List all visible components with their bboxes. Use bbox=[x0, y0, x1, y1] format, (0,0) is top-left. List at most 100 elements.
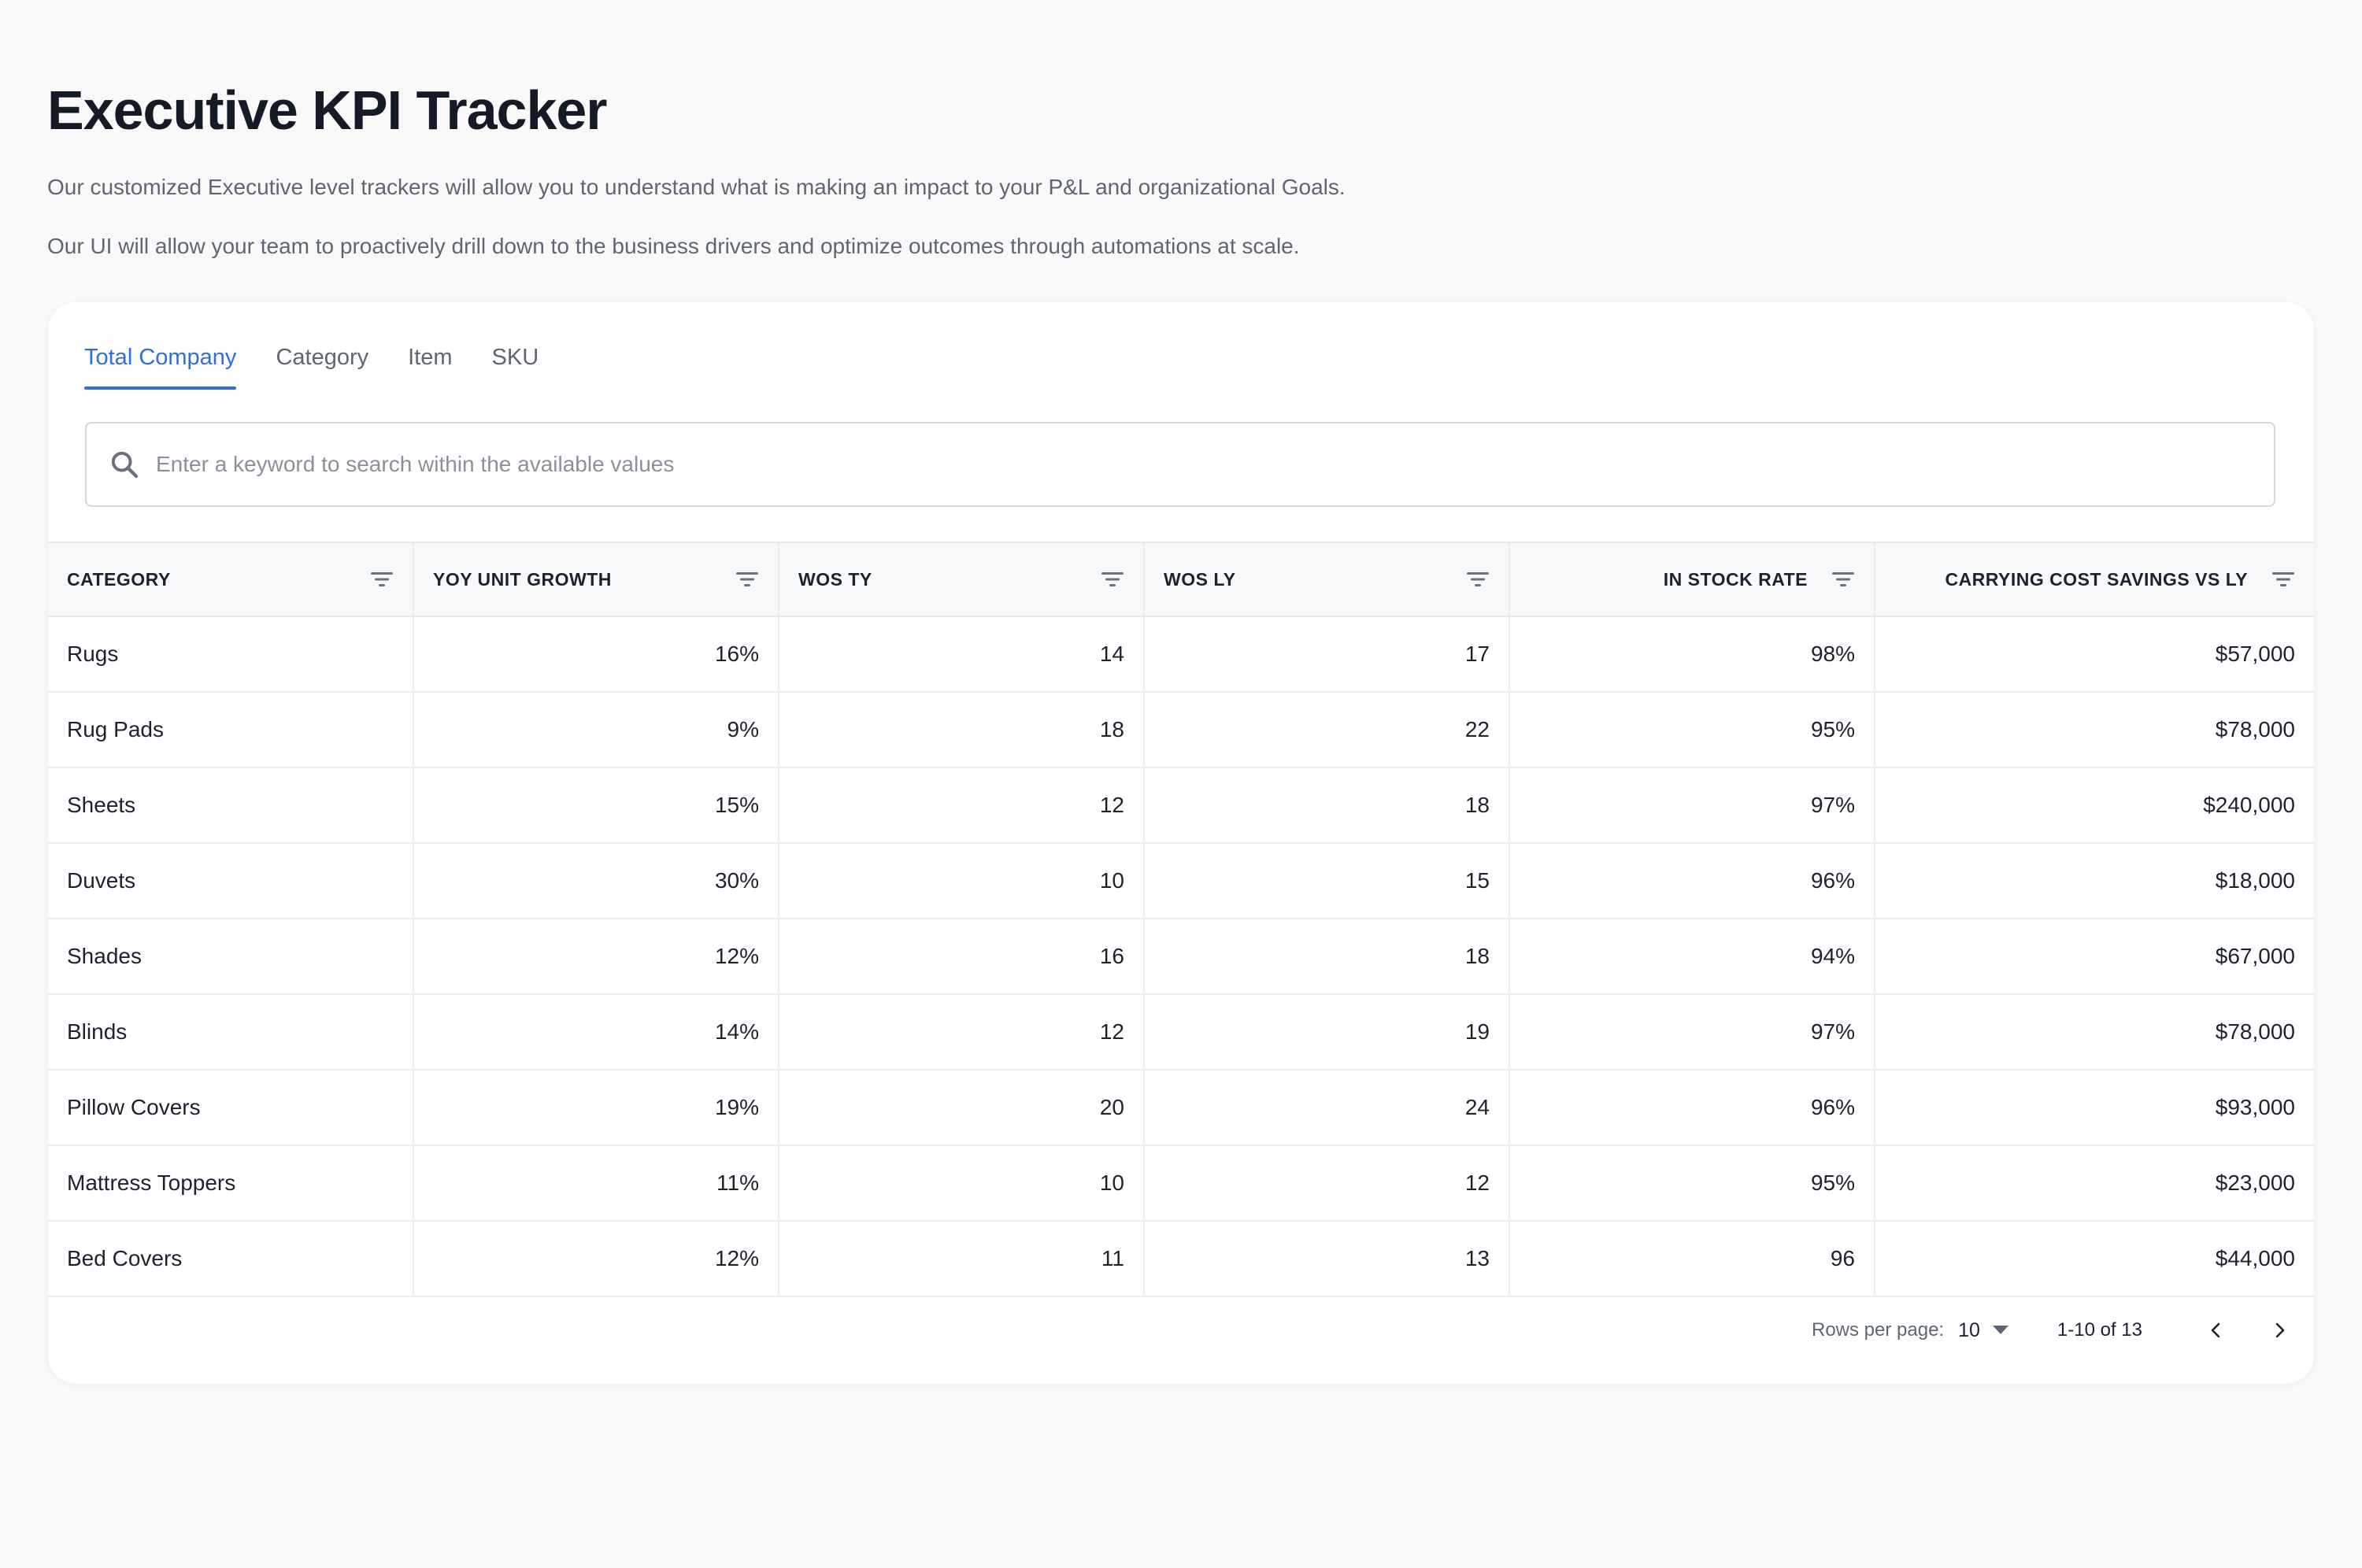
cell-yoy-unit-growth: 11% bbox=[413, 1145, 779, 1222]
cell-wos-ly: 22 bbox=[1144, 692, 1510, 768]
cell-carrying-cost-savings: $18,000 bbox=[1875, 843, 2314, 919]
cell-in-stock-rate: 96% bbox=[1509, 843, 1875, 919]
kpi-table-card: Total Company Category Item SKU CATEGORY bbox=[48, 302, 2314, 1384]
search-input[interactable] bbox=[154, 451, 2274, 478]
kpi-table: CATEGORY YOY UNIT GROWTH bbox=[48, 542, 2314, 1297]
page-description-2: Our UI will allow your team to proactive… bbox=[47, 234, 1300, 258]
cell-yoy-unit-growth: 12% bbox=[413, 1221, 779, 1297]
filter-icon[interactable] bbox=[2271, 571, 2295, 588]
cell-yoy-unit-growth: 12% bbox=[413, 919, 779, 995]
rows-per-page-select[interactable]: 10 bbox=[1958, 1319, 2008, 1342]
pagination-bar: Rows per page: 10 1-10 of 13 bbox=[48, 1297, 2314, 1363]
cell-wos-ty: 18 bbox=[779, 692, 1145, 768]
cell-category: Bed Covers bbox=[48, 1221, 414, 1297]
search-box bbox=[85, 422, 2275, 507]
cell-in-stock-rate: 96% bbox=[1509, 1070, 1875, 1146]
page-title: Executive KPI Tracker bbox=[47, 80, 608, 141]
cell-category: Shades bbox=[48, 919, 414, 995]
table-row[interactable]: Blinds 14% 12 19 97% $78,000 bbox=[48, 994, 2314, 1071]
cell-yoy-unit-growth: 16% bbox=[413, 616, 779, 693]
cell-in-stock-rate: 95% bbox=[1509, 692, 1875, 768]
cell-wos-ly: 19 bbox=[1144, 994, 1510, 1071]
cell-carrying-cost-savings: $78,000 bbox=[1875, 692, 2314, 768]
tab-category[interactable]: Category bbox=[276, 345, 369, 370]
cell-yoy-unit-growth: 19% bbox=[413, 1070, 779, 1146]
cell-wos-ty: 14 bbox=[779, 616, 1145, 693]
cell-in-stock-rate: 98% bbox=[1509, 616, 1875, 693]
cell-wos-ly: 18 bbox=[1144, 919, 1510, 995]
column-label: IN STOCK RATE bbox=[1663, 568, 1808, 590]
previous-page-button[interactable] bbox=[2201, 1315, 2232, 1346]
cell-wos-ty: 12 bbox=[779, 994, 1145, 1071]
cell-wos-ly: 18 bbox=[1144, 767, 1510, 844]
table-row[interactable]: Duvets 30% 10 15 96% $18,000 bbox=[48, 843, 2314, 919]
cell-carrying-cost-savings: $67,000 bbox=[1875, 919, 2314, 995]
column-header-wos-ly[interactable]: WOS LY bbox=[1144, 542, 1510, 617]
cell-wos-ly: 15 bbox=[1144, 843, 1510, 919]
table-row[interactable]: Sheets 15% 12 18 97% $240,000 bbox=[48, 767, 2314, 844]
column-header-in-stock-rate[interactable]: IN STOCK RATE bbox=[1509, 542, 1875, 617]
page-description-1: Our customized Executive level trackers … bbox=[47, 175, 1346, 199]
filter-icon[interactable] bbox=[1466, 571, 1490, 588]
cell-carrying-cost-savings: $93,000 bbox=[1875, 1070, 2314, 1146]
cell-category: Blinds bbox=[48, 994, 414, 1071]
next-page-button[interactable] bbox=[2264, 1315, 2295, 1346]
table-row[interactable]: Rug Pads 9% 18 22 95% $78,000 bbox=[48, 692, 2314, 768]
cell-wos-ty: 10 bbox=[779, 1145, 1145, 1222]
chevron-left-icon bbox=[2211, 1322, 2220, 1338]
column-header-category[interactable]: CATEGORY bbox=[48, 542, 414, 617]
cell-wos-ly: 12 bbox=[1144, 1145, 1510, 1222]
table-row[interactable]: Shades 12% 16 18 94% $67,000 bbox=[48, 919, 2314, 995]
column-header-carrying-cost-savings[interactable]: CARRYING COST SAVINGS VS LY bbox=[1875, 542, 2314, 617]
cell-category: Duvets bbox=[48, 843, 414, 919]
column-header-wos-ty[interactable]: WOS TY bbox=[779, 542, 1145, 617]
column-label: WOS TY bbox=[798, 568, 872, 590]
column-label: CARRYING COST SAVINGS VS LY bbox=[1945, 568, 2248, 590]
chevron-right-icon bbox=[2275, 1322, 2285, 1338]
cell-wos-ly: 13 bbox=[1144, 1221, 1510, 1297]
cell-carrying-cost-savings: $78,000 bbox=[1875, 994, 2314, 1071]
cell-wos-ty: 16 bbox=[779, 919, 1145, 995]
cell-wos-ly: 17 bbox=[1144, 616, 1510, 693]
cell-category: Mattress Toppers bbox=[48, 1145, 414, 1222]
tab-sku[interactable]: SKU bbox=[491, 345, 539, 370]
cell-yoy-unit-growth: 14% bbox=[413, 994, 779, 1071]
cell-category: Sheets bbox=[48, 767, 414, 844]
search-icon bbox=[111, 451, 139, 479]
tab-item[interactable]: Item bbox=[408, 345, 453, 370]
cell-wos-ty: 20 bbox=[779, 1070, 1145, 1146]
filter-icon[interactable] bbox=[735, 571, 759, 588]
pagination-range: 1-10 of 13 bbox=[2057, 1319, 2142, 1341]
table-row[interactable]: Bed Covers 12% 11 13 96 $44,000 bbox=[48, 1221, 2314, 1297]
table-row[interactable]: Rugs 16% 14 17 98% $57,000 bbox=[48, 616, 2314, 693]
cell-category: Pillow Covers bbox=[48, 1070, 414, 1146]
filter-icon[interactable] bbox=[370, 571, 394, 588]
table-header-row: CATEGORY YOY UNIT GROWTH bbox=[48, 542, 2314, 617]
rows-per-page-value: 10 bbox=[1958, 1318, 1980, 1341]
column-header-yoy-unit-growth[interactable]: YOY UNIT GROWTH bbox=[413, 542, 779, 617]
cell-carrying-cost-savings: $57,000 bbox=[1875, 616, 2314, 693]
table-row[interactable]: Mattress Toppers 11% 10 12 95% $23,000 bbox=[48, 1145, 2314, 1222]
cell-carrying-cost-savings: $240,000 bbox=[1875, 767, 2314, 844]
filter-icon[interactable] bbox=[1101, 571, 1124, 588]
filter-icon[interactable] bbox=[1831, 571, 1855, 588]
cell-carrying-cost-savings: $23,000 bbox=[1875, 1145, 2314, 1222]
column-label: YOY UNIT GROWTH bbox=[433, 568, 612, 590]
cell-carrying-cost-savings: $44,000 bbox=[1875, 1221, 2314, 1297]
cell-yoy-unit-growth: 9% bbox=[413, 692, 779, 768]
cell-wos-ty: 11 bbox=[779, 1221, 1145, 1297]
cell-category: Rug Pads bbox=[48, 692, 414, 768]
cell-yoy-unit-growth: 15% bbox=[413, 767, 779, 844]
column-label: CATEGORY bbox=[67, 568, 171, 590]
tab-total-company[interactable]: Total Company bbox=[84, 302, 237, 390]
tab-bar: Total Company Category Item SKU bbox=[84, 302, 578, 390]
cell-category: Rugs bbox=[48, 616, 414, 693]
cell-in-stock-rate: 97% bbox=[1509, 994, 1875, 1071]
cell-wos-ty: 12 bbox=[779, 767, 1145, 844]
column-label: WOS LY bbox=[1164, 568, 1236, 590]
table-row[interactable]: Pillow Covers 19% 20 24 96% $93,000 bbox=[48, 1070, 2314, 1146]
caret-down-icon bbox=[1992, 1326, 2008, 1334]
cell-wos-ty: 10 bbox=[779, 843, 1145, 919]
cell-in-stock-rate: 94% bbox=[1509, 919, 1875, 995]
